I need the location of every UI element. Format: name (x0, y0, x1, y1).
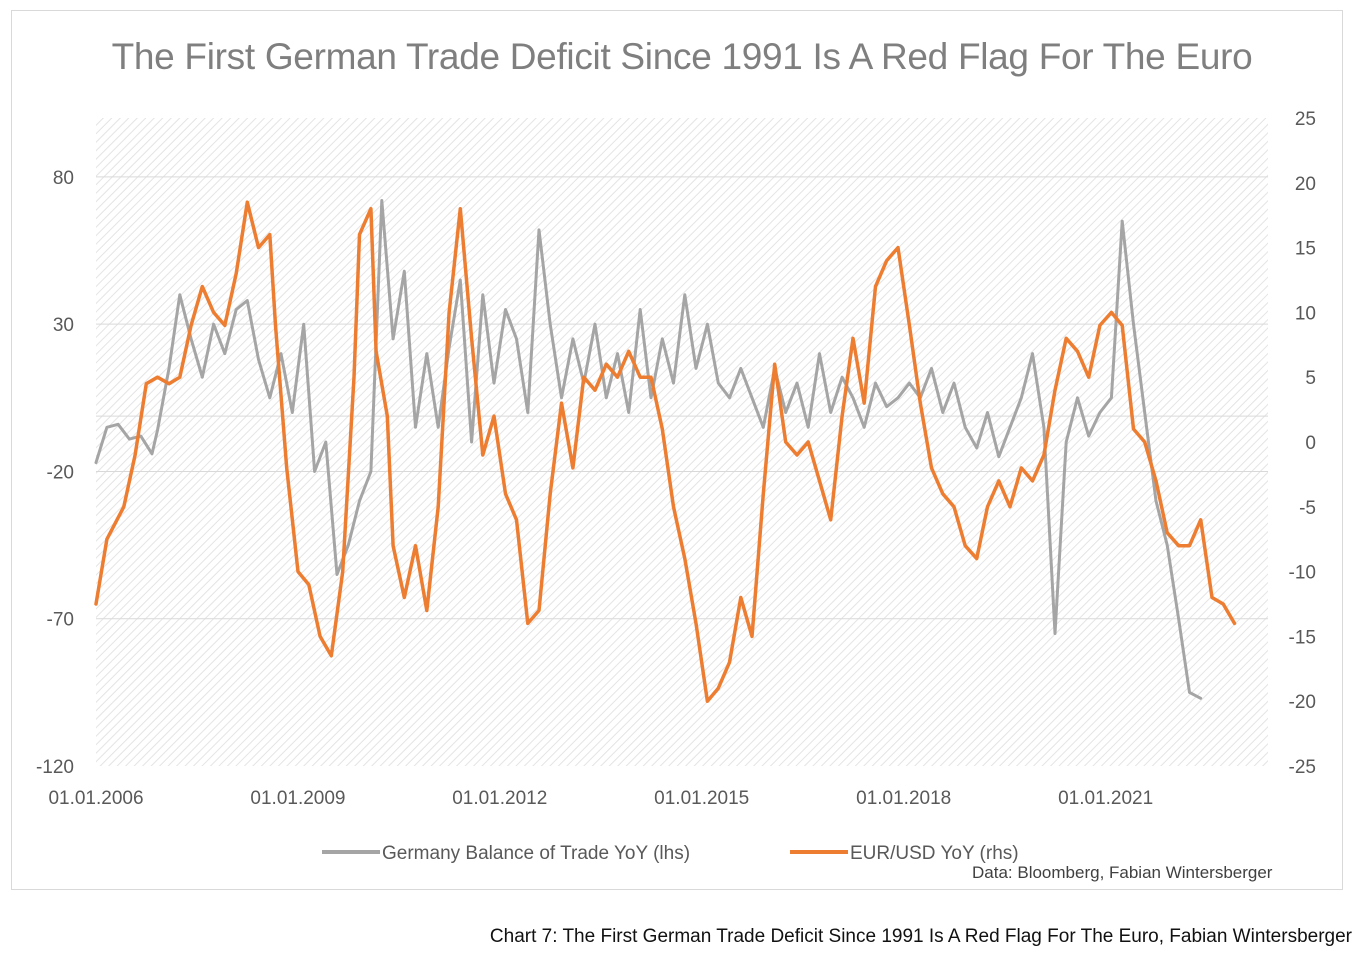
x-axis-tick-label: 01.01.2021 (1058, 788, 1153, 809)
chart-title: The First German Trade Deficit Since 199… (111, 36, 1253, 77)
legend-label: EUR/USD YoY (rhs) (850, 843, 1019, 864)
x-axis-tick-label: 01.01.2009 (250, 788, 345, 809)
right-axis-tick-label: -5 (1299, 498, 1316, 519)
left-axis-tick-label: -120 (36, 757, 74, 778)
right-axis-tick-label: -10 (1289, 563, 1316, 584)
right-axis-tick-label: 0 (1305, 433, 1316, 454)
legend: Germany Balance of Trade YoY (lhs) EUR/US… (322, 843, 1019, 864)
right-axis-tick-label: 15 (1295, 239, 1316, 260)
right-axis-tick-label: -20 (1289, 692, 1316, 713)
figure-caption: Chart 7: The First German Trade Deficit … (489, 926, 1352, 947)
trade-balance-series-line (94, 199, 1203, 700)
right-axis: 25 20 15 10 5 0 -5 -10 -15 -20 -25 (1289, 109, 1316, 778)
right-axis-tick-label: -25 (1289, 757, 1316, 778)
eurusd-series-line (94, 200, 1237, 703)
right-axis-tick-label: 20 (1295, 174, 1316, 195)
x-axis-tick-label: 01.01.2015 (654, 788, 749, 809)
left-axis-tick-label: 30 (53, 315, 74, 336)
right-axis-tick-label: 10 (1295, 303, 1316, 324)
right-axis-tick-label: 25 (1295, 109, 1316, 130)
legend-label: Germany Balance of Trade YoY (lhs) (382, 843, 690, 864)
x-axis-tick-label: 01.01.2018 (856, 788, 951, 809)
x-axis-tick-label: 01.01.2012 (452, 788, 547, 809)
left-axis-tick-label: 80 (53, 168, 74, 189)
left-axis-tick-label: -70 (47, 610, 74, 631)
left-axis-tick-label: -20 (47, 462, 74, 483)
plot-area (96, 118, 1268, 766)
left-axis: 80 30 -20 -70 -120 (36, 168, 74, 778)
x-axis-tick-label: 01.01.2006 (48, 788, 143, 809)
x-axis: 01.01.2006 01.01.2009 01.01.2012 01.01.2015… (48, 788, 1153, 809)
right-axis-tick-label: -15 (1289, 627, 1316, 648)
source-note: Data: Bloomberg, Fabian Wintersberger (972, 863, 1273, 882)
series-layer (94, 199, 1237, 703)
right-axis-tick-label: 5 (1305, 368, 1316, 389)
